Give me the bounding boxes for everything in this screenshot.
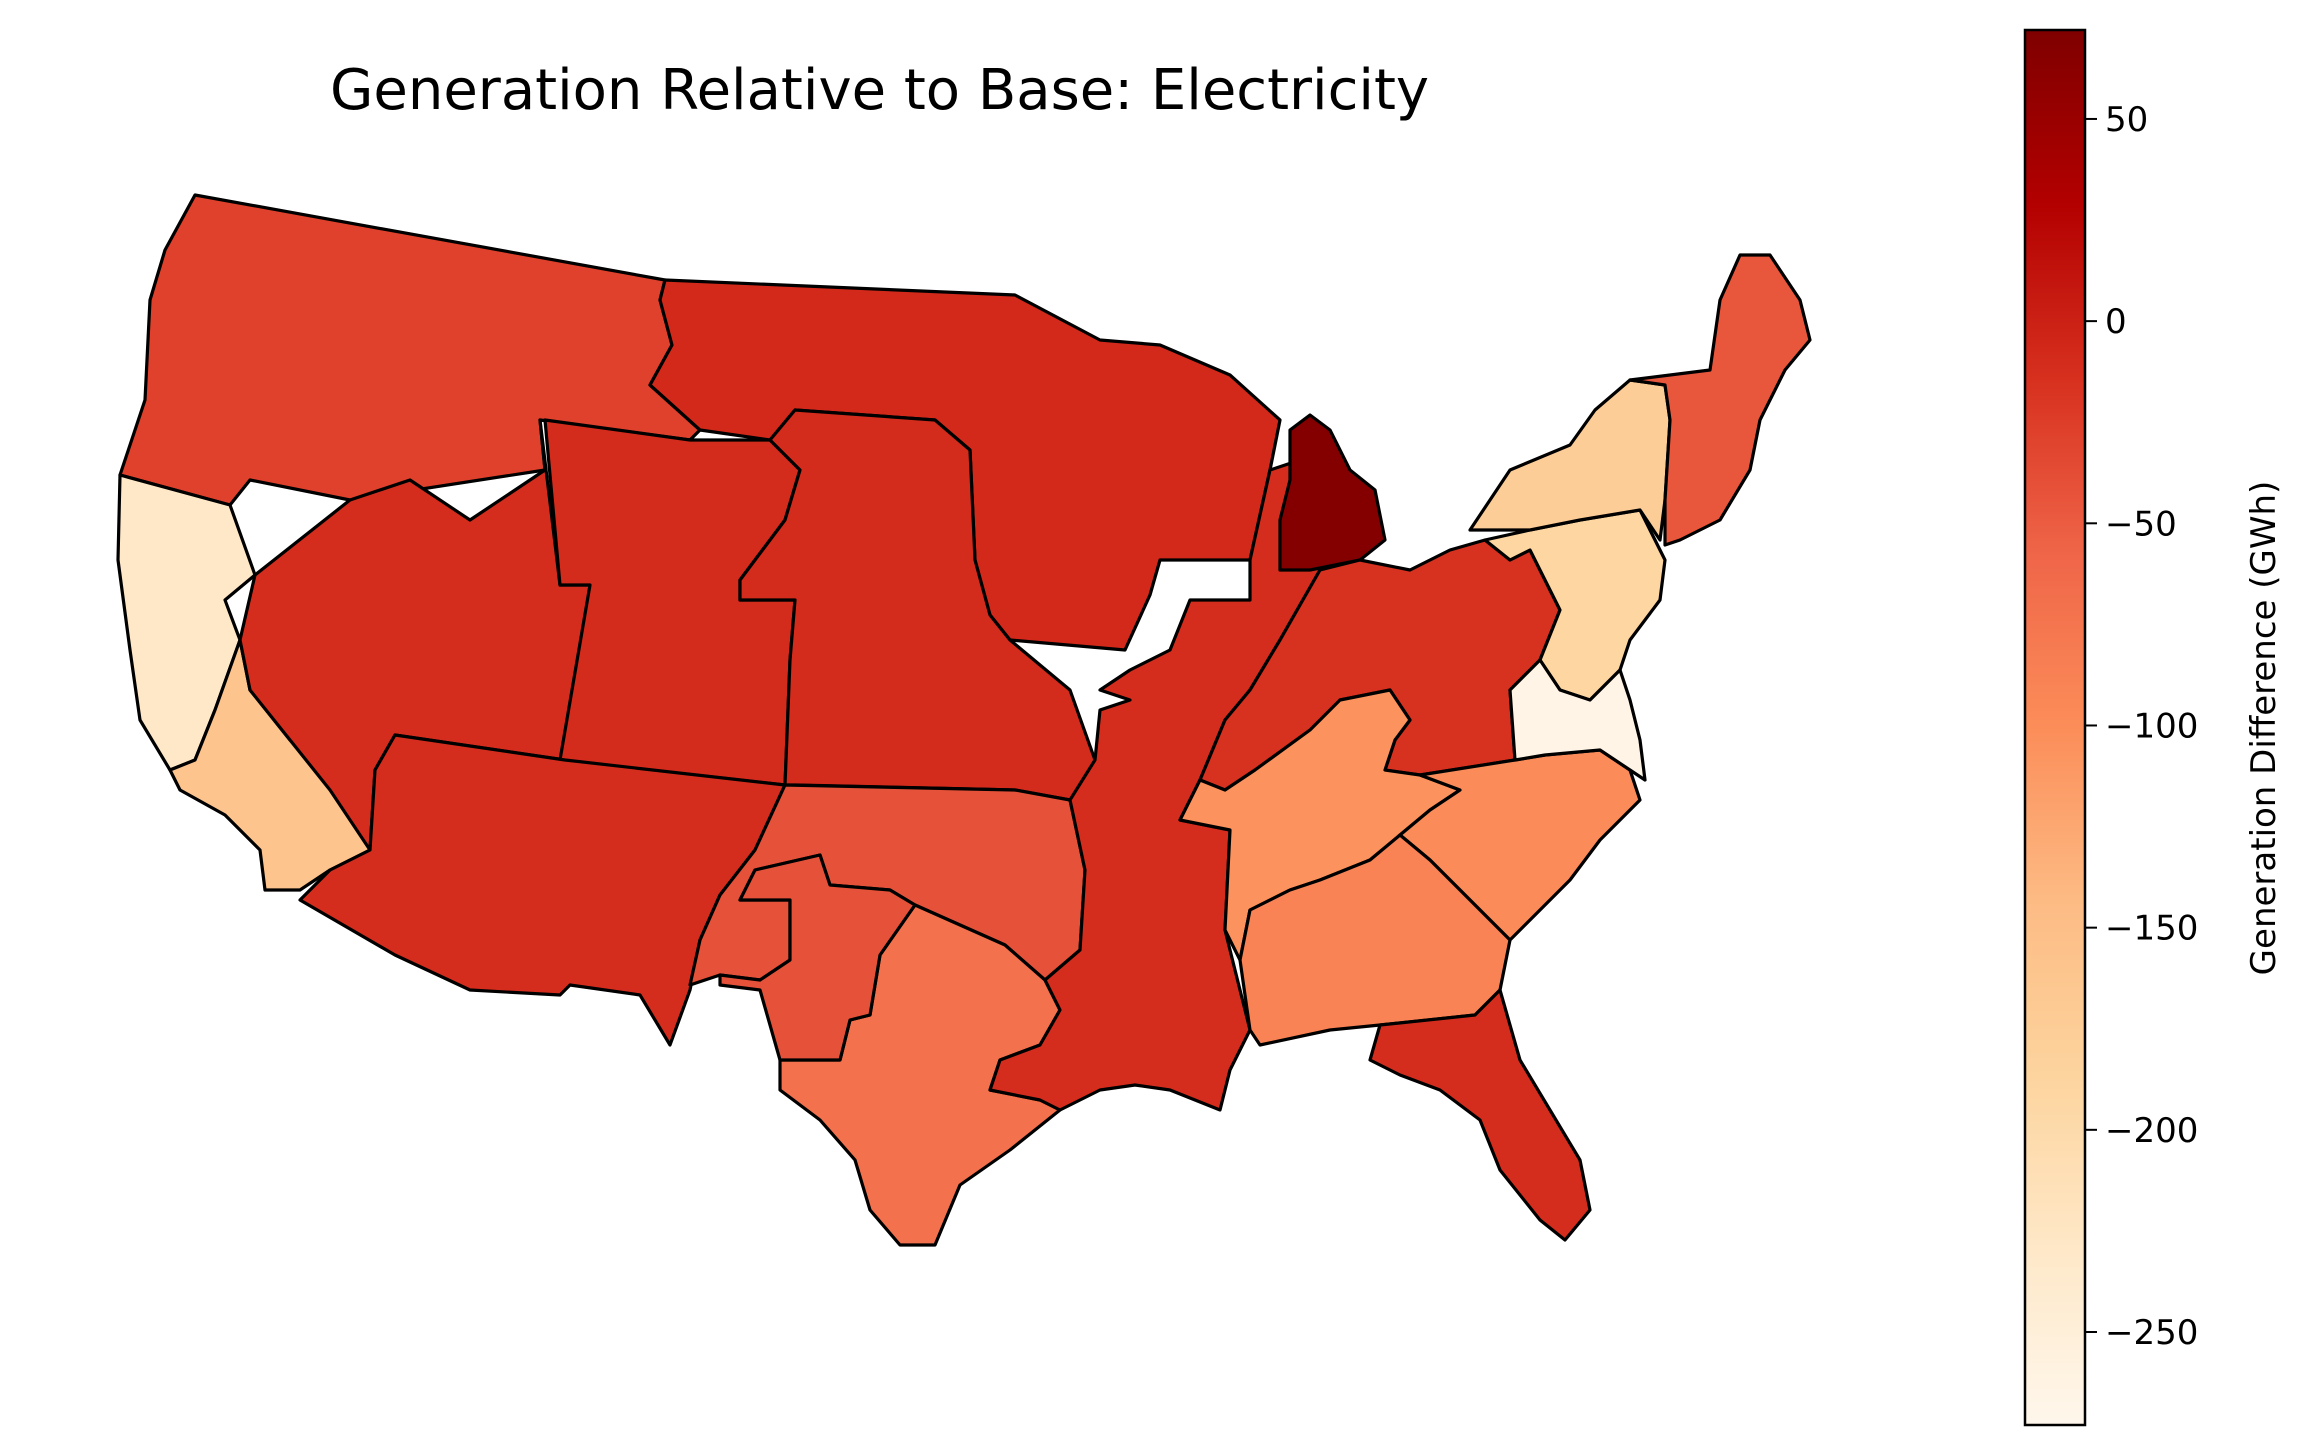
region-southeast[interactable]: [1238, 833, 1512, 1047]
colorbar-tick-label: 50: [2105, 100, 2148, 140]
colorbar: 50 0 −50 −100 −150 −200 −250 Generation Differ…: [2023, 28, 2284, 1427]
colorbar-tick-label: −150: [2105, 909, 2198, 949]
colorbar-tick-label: −100: [2105, 706, 2198, 746]
region-southwest[interactable]: [298, 733, 787, 1047]
region-michigan[interactable]: [1278, 413, 1387, 572]
colorbar-ticks: 50 0 −50 −100 −150 −200 −250: [2085, 100, 2198, 1353]
region-virginia[interactable]: [1508, 658, 1647, 782]
map-title: Generation Relative to Base: Electricity: [330, 58, 1430, 123]
colorbar-tick-label: −250: [2105, 1313, 2198, 1353]
colorbar-tick-label: −200: [2105, 1111, 2198, 1151]
region-west-texas-enclave[interactable]: [718, 853, 917, 1062]
colorbar-label: Generation Difference (GWh): [2244, 481, 2284, 976]
region-florida[interactable]: [1368, 988, 1592, 1242]
colorbar-tick-label: 0: [2105, 302, 2127, 342]
region-new-england[interactable]: [1628, 253, 1812, 547]
colorbar-tick-label: −50: [2105, 504, 2177, 544]
map-regions: [116, 193, 1812, 1247]
colorbar-gradient: [2023, 28, 2087, 1427]
